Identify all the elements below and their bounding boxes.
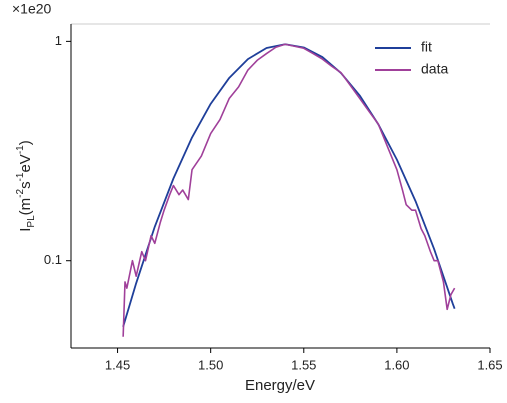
- y-label-part: -1: [15, 172, 26, 181]
- y-label-part: s: [17, 181, 34, 189]
- x-tick-label: 1.45: [105, 357, 130, 372]
- y-tick-label: 1: [55, 33, 62, 48]
- y-label-part: -2: [15, 189, 26, 198]
- y-tick-label: 0.1: [44, 252, 62, 267]
- y-label-part: (m: [17, 198, 34, 216]
- y-label-part: -1: [15, 145, 26, 154]
- legend-label: fit: [421, 39, 432, 55]
- x-axis-label: Energy/eV: [245, 377, 315, 394]
- y-label-part: ): [17, 140, 34, 145]
- legend-label: data: [421, 61, 448, 77]
- y-axis-label: IPL(m-2s-1eV-1): [15, 140, 37, 231]
- series-line: [122, 43, 456, 337]
- y-label-part: I: [17, 228, 34, 232]
- x-tick-label: 1.60: [384, 357, 409, 372]
- scale-label: ×1e20: [12, 1, 52, 17]
- y-label-part: PL: [26, 215, 37, 228]
- y-label-part: eV: [17, 154, 34, 172]
- x-tick-label: 1.55: [291, 357, 316, 372]
- x-tick-label: 1.50: [198, 357, 223, 372]
- x-tick-label: 1.65: [477, 357, 502, 372]
